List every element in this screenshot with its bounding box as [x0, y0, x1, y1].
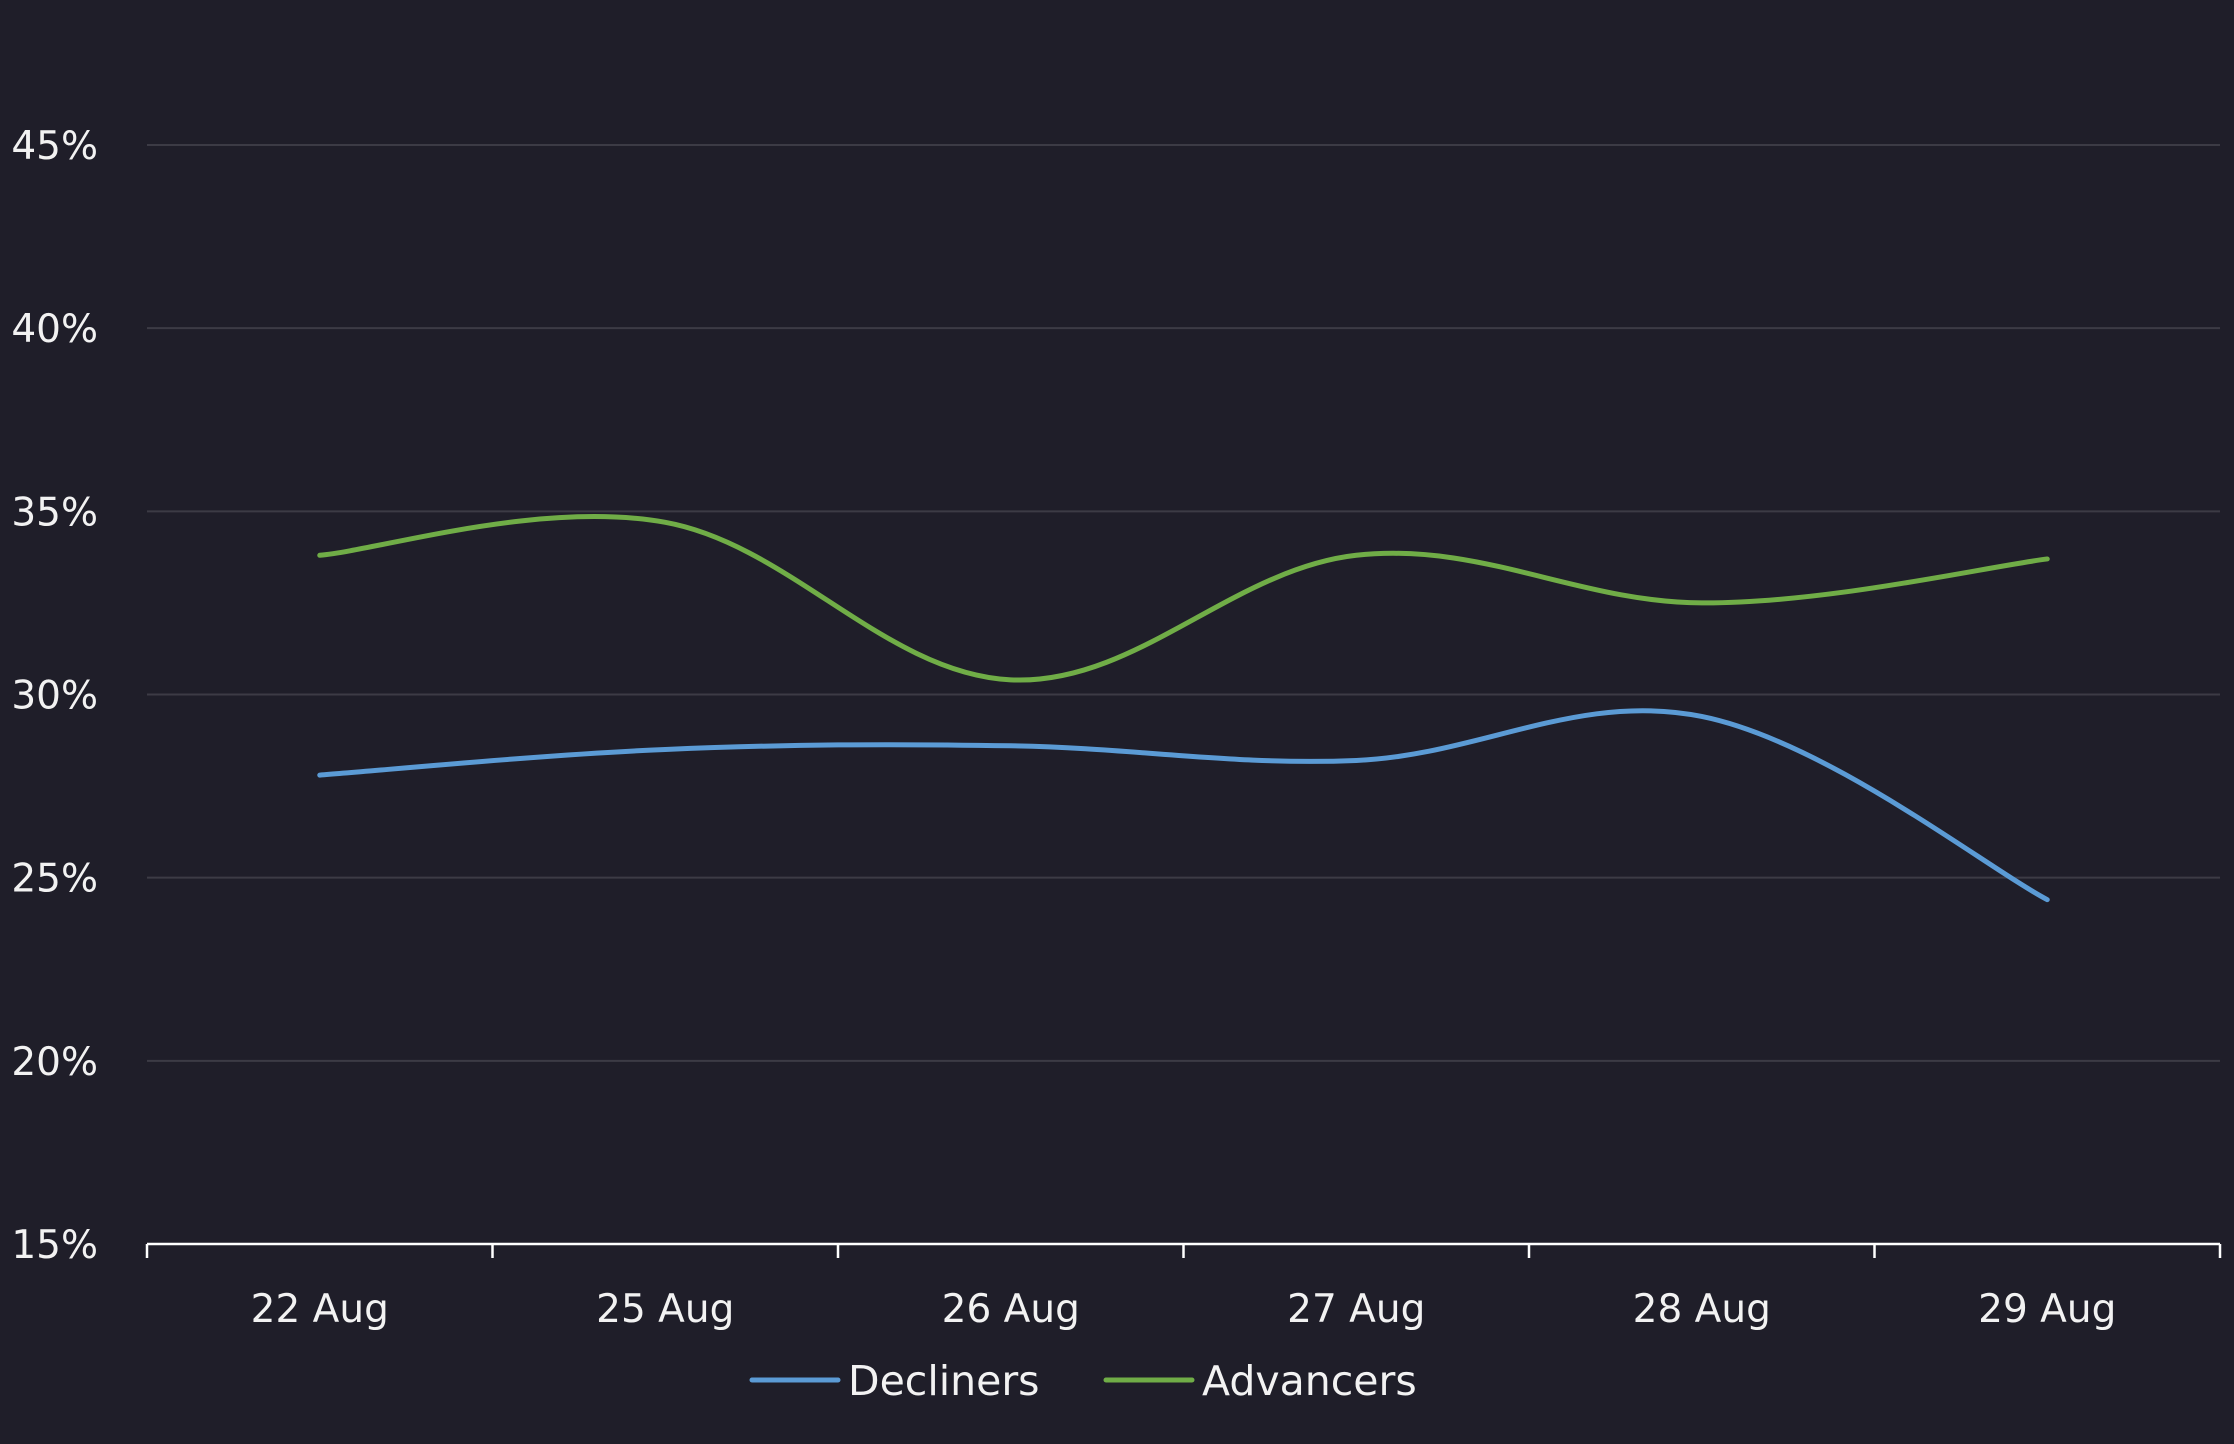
gridlines	[147, 144, 2220, 1062]
x-axis: 22 Aug 25 Aug 26 Aug 27 Aug 28 Aug 29 Aug	[145, 1242, 2222, 1332]
y-axis-labels: 15% 20% 25% 30% 35% 40% 45%	[11, 124, 98, 1268]
y-tick-label: 15%	[11, 1223, 98, 1268]
y-tick-label: 35%	[11, 490, 98, 535]
y-tick-label: 40%	[11, 307, 98, 352]
series-line-advancers	[317, 514, 2050, 683]
legend: Decliners Advancers	[749, 1357, 1417, 1405]
y-tick-label: 20%	[11, 1040, 98, 1085]
x-tick-label: 28 Aug	[1633, 1287, 1771, 1332]
series-line-decliners	[317, 708, 2050, 903]
y-tick-label: 30%	[11, 674, 98, 719]
x-tick-label: 29 Aug	[1978, 1287, 2116, 1332]
legend-label: Advancers	[1202, 1357, 1417, 1405]
y-tick-label: 25%	[11, 857, 98, 902]
y-tick-label: 45%	[11, 124, 98, 169]
x-tick-label: 25 Aug	[596, 1287, 734, 1332]
series-lines	[317, 514, 2050, 903]
x-tick-label: 22 Aug	[251, 1287, 389, 1332]
x-tick-label: 27 Aug	[1287, 1287, 1425, 1332]
legend-label: Decliners	[848, 1357, 1040, 1405]
x-tick-label: 26 Aug	[942, 1287, 1080, 1332]
